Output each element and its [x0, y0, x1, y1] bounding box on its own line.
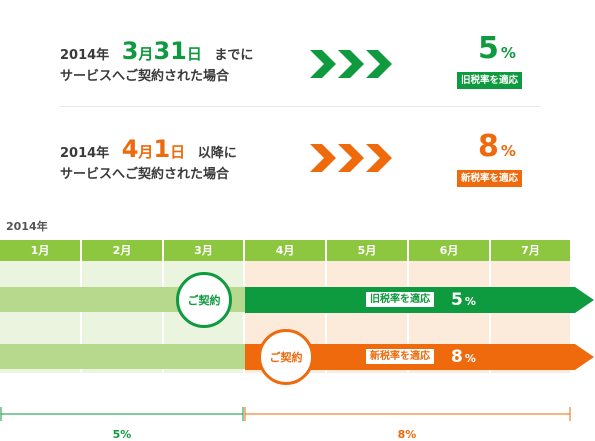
row1-suffix: までに: [214, 48, 254, 63]
row1-day-unit: 日: [186, 45, 202, 63]
green-chevrons-icon: [310, 50, 392, 78]
timeline-year-label: 2014年: [6, 220, 48, 233]
bar2-contract-label: ご契約: [269, 351, 303, 364]
month-header-4: 4月: [245, 240, 325, 261]
row1-rate-value: 5: [478, 31, 499, 66]
row2-line1: 2014年 4月1日 以降に: [60, 134, 237, 164]
row1-day-number: 31: [153, 37, 187, 65]
bar1-contract-label: ご契約: [187, 294, 221, 307]
month-header-5: 5月: [327, 240, 407, 261]
row-divider: [60, 106, 540, 107]
row1-line1: 2014年 3月31日 までに: [60, 36, 253, 66]
bar1-rate-unit: %: [464, 295, 476, 308]
row2-rate-value: 8: [478, 129, 499, 164]
row1-month-unit: 月: [138, 45, 154, 63]
row2-day-number: 1: [153, 135, 171, 163]
row1-old-rate-badge: 旧税率を適応: [457, 72, 523, 89]
month-header-1: 1月: [0, 240, 80, 261]
month-header-2: 2月: [82, 240, 162, 261]
bar2-rate: 8%: [451, 347, 476, 369]
row2-month-number: 4: [121, 135, 139, 163]
bar2-new-rate-badge: 新税率を適応: [366, 349, 434, 364]
bar2-pre-period: [0, 344, 245, 369]
row2-day-unit: 日: [170, 143, 186, 161]
row2-year: 2014年: [60, 146, 110, 161]
row2-month-unit: 月: [138, 143, 154, 161]
row1-year: 2014年: [60, 48, 110, 63]
row1-month-number: 3: [121, 37, 139, 65]
row2-new-rate-badge: 新税率を適応: [457, 170, 523, 187]
bar1-rate-value: 5: [451, 290, 463, 310]
month-header-7: 7月: [491, 240, 570, 261]
period-label-new: 8%: [397, 428, 417, 441]
bar1-rate: 5%: [451, 290, 476, 312]
row2-rate-unit: %: [500, 142, 516, 160]
period-bracket-left: [0, 407, 244, 421]
month-header-6: 6月: [409, 240, 489, 261]
period-label-old: 5%: [112, 428, 132, 441]
bar2-rate-value: 8: [451, 347, 463, 367]
row1-rate: 5%: [478, 32, 516, 70]
row2-rate: 8%: [478, 130, 516, 168]
row2-line2: サービスへご契約された場合: [60, 167, 230, 182]
period-bracket-right: [244, 407, 571, 421]
orange-chevrons-icon: [310, 144, 392, 172]
bar2-contract-circle: ご契約: [258, 329, 314, 385]
bar1-contract-circle: ご契約: [176, 272, 232, 328]
bar2-rate-unit: %: [464, 352, 476, 365]
row1-line2: サービスへご契約された場合: [60, 69, 230, 84]
month-header-3: 3月: [164, 240, 243, 261]
row2-suffix: 以降に: [197, 146, 237, 161]
row1-rate-unit: %: [500, 44, 516, 62]
bar1-old-rate-badge: 旧税率を適応: [366, 292, 434, 307]
